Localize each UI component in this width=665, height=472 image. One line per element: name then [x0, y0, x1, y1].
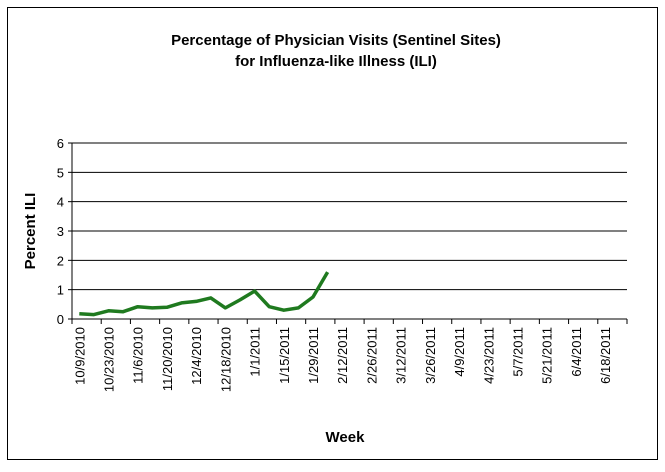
x-tick-label: 6/18/2011	[598, 327, 613, 384]
x-tick-label: 12/4/2010	[189, 327, 204, 385]
x-tick-label: 5/21/2011	[540, 327, 555, 384]
x-tick-label: 6/4/2011	[569, 327, 584, 377]
x-tick-label: 12/18/2010	[218, 327, 233, 392]
y-tick-label: 2	[57, 253, 64, 268]
y-tick-label: 3	[57, 224, 64, 239]
x-tick-label: 1/29/2011	[306, 327, 321, 384]
x-tick-label: 5/7/2011	[510, 327, 525, 377]
y-tick-label: 1	[57, 283, 64, 298]
x-tick-label: 2/26/2011	[364, 327, 379, 384]
y-tick-label: 6	[57, 136, 64, 151]
x-tick-label: 4/23/2011	[481, 327, 496, 384]
x-tick-label: 11/20/2010	[160, 327, 175, 391]
chart-title: for Influenza-like Illness (ILI)	[235, 53, 437, 70]
y-tick-label: 4	[57, 195, 64, 210]
line-series	[79, 271, 330, 317]
x-axis-title: Week	[326, 429, 366, 446]
x-tick-label: 1/1/2011	[248, 327, 263, 377]
x-tick-label: 3/12/2011	[394, 327, 409, 384]
x-tick-label: 11/6/2010	[131, 327, 146, 384]
x-tick-label: 3/26/2011	[423, 327, 438, 384]
y-tick-label: 5	[57, 165, 64, 180]
x-tick-label: 10/9/2010	[72, 327, 87, 385]
y-axis-title: Percent ILI	[22, 193, 39, 270]
x-tick-label: 10/23/2010	[102, 327, 117, 392]
x-tick-label: 4/9/2011	[452, 327, 467, 377]
x-tick-label: 1/15/2011	[277, 327, 292, 384]
chart-title: Percentage of Physician Visits (Sentinel…	[171, 32, 501, 49]
chart-frame	[7, 7, 658, 460]
x-tick-label: 2/12/2011	[335, 327, 350, 384]
y-tick-label: 0	[57, 312, 64, 327]
